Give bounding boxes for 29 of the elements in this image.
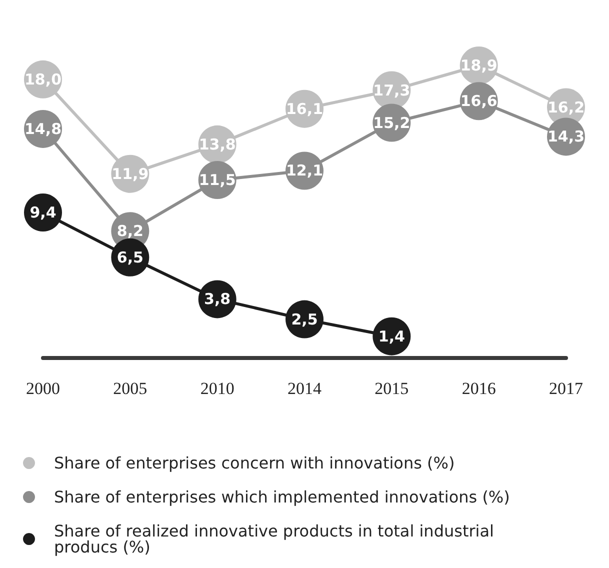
x-tick-label: 2015 xyxy=(374,379,409,398)
data-label: 14,8 xyxy=(24,120,62,138)
data-label: 17,3 xyxy=(373,81,410,100)
data-label: 14,3 xyxy=(547,128,585,146)
x-tick-label: 2005 xyxy=(113,379,148,398)
data-label: 13,8 xyxy=(198,135,236,154)
data-label: 3,8 xyxy=(204,290,231,308)
data-label: 9,4 xyxy=(30,204,56,222)
data-label: 16,2 xyxy=(547,98,585,116)
x-tick-label: 2014 xyxy=(288,379,322,398)
data-label: 12,1 xyxy=(286,162,324,180)
legend-label: Share of realized innovative products in total industrial producs (%) xyxy=(54,522,500,556)
data-label: 11,5 xyxy=(198,171,236,190)
data-label: 16,6 xyxy=(460,92,498,110)
x-tick-label: 2000 xyxy=(26,379,60,398)
data-label: 18,9 xyxy=(460,56,498,74)
data-label: 6,5 xyxy=(116,248,144,266)
data-label: 1,4 xyxy=(378,327,405,346)
legend-label: Share of enterprises concern with innovations (%) xyxy=(54,454,455,472)
x-tick-label: 2010 xyxy=(200,379,234,398)
data-label: 16,1 xyxy=(286,100,324,118)
x-tick-label: 2016 xyxy=(462,379,496,398)
data-label: 11,9 xyxy=(112,164,149,183)
data-label: 8,2 xyxy=(116,222,144,240)
data-label: 18,0 xyxy=(24,70,62,88)
data-label: 2,5 xyxy=(291,310,318,328)
x-tick-label: 2017 xyxy=(549,379,584,398)
data-label: 15,2 xyxy=(373,114,410,132)
legend-label: Share of enterprises which implemented innovations (%) xyxy=(54,488,510,506)
